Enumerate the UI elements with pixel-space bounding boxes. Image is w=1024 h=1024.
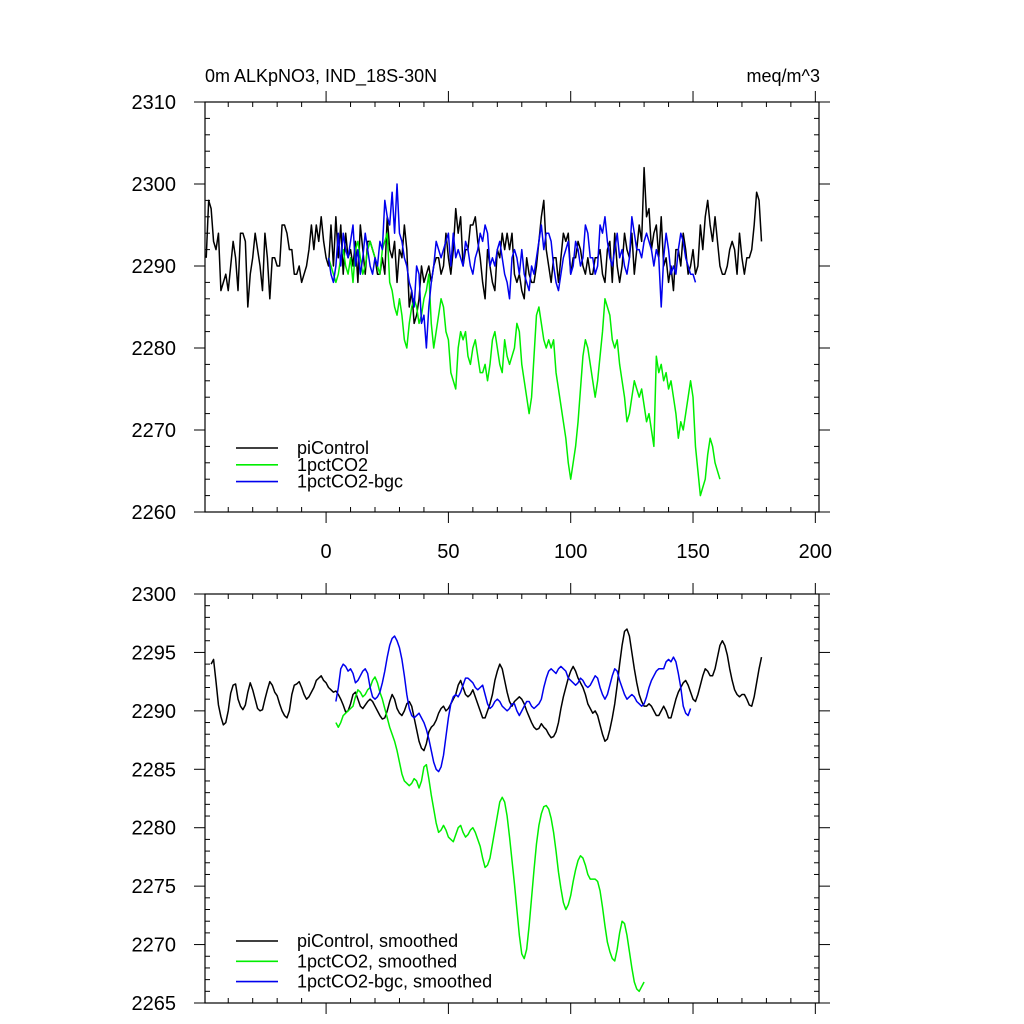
panel1-frame [204,101,820,513]
panel2-legend-label: piControl, smoothed [297,931,458,951]
panel1-xtick-label: 150 [676,541,709,563]
panel2-legend-label: 1pctCO2, smoothed [297,951,457,971]
panel1-series-line-1pctco2 [327,232,721,497]
panel1-ytick-label: 2260 [132,502,177,524]
panel2-legend-label: 1pctCO2-bgc, smoothed [297,972,492,992]
panel-top-chart: 2260 2270 2280 2290 2300 2310 0 50 100 150 200 piCo… [132,91,832,563]
panel2-ytick-label: 2275 [132,876,177,898]
panel2-ytick-label: 2270 [132,935,177,957]
panel1-ytick-label: 2290 [132,256,177,278]
panel1-ytick-label: 2300 [132,174,177,196]
panel2-ytick-label: 2285 [132,759,177,781]
panel1-xtick-label: 100 [554,541,587,563]
panel2-ytick-label: 2265 [132,993,177,1015]
panel1-ytick-label: 2270 [132,420,177,442]
panel1-xtick-label: 0 [321,541,332,563]
panel2-ytick-label: 2290 [132,701,177,723]
panel1-xtick-label: 200 [799,541,832,563]
panel2-series-line-picontrol-smoothed [210,628,763,752]
panel1-legend-label: piControl [297,438,369,458]
panel1-xtick-label: 50 [437,541,459,563]
panel2-ytick-label: 2280 [132,818,177,840]
panel1-units: meq/m^3 [747,66,820,86]
panel1-ytick-label: 2310 [132,92,177,114]
panel2-ytick-label: 2300 [132,584,177,606]
panel1-series-line-picontrol [205,166,763,325]
panel1-title: 0m ALKpNO3, IND_18S-30N [205,66,437,87]
panel1-series-line-1pctco2-bgc [327,183,697,349]
panel2-ytick-label: 2295 [132,642,177,664]
panel2-series-line-1pctco2-bgc-smoothed [335,635,692,773]
panel2-frame [204,593,820,1004]
panel2-series-line-1pctco2-smoothed [335,676,645,993]
panel-bottom-chart: 2265 2270 2275 2280 2285 2290 2295 2300 piContro… [132,583,830,1015]
panel1-ytick-label: 2280 [132,338,177,360]
panel1-legend-label: 1pctCO2 [297,455,368,475]
panel1-legend-label: 1pctCO2-bgc [297,472,403,492]
